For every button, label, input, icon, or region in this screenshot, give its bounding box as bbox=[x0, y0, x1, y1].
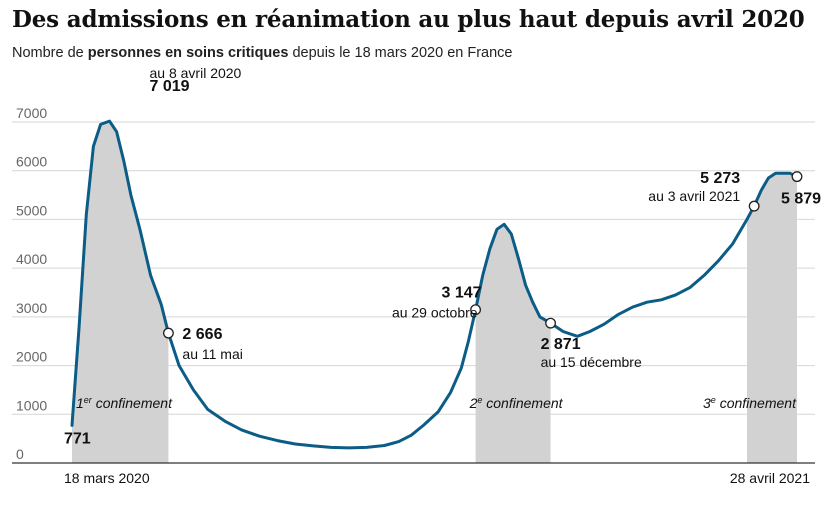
lockdown-band-1 bbox=[72, 121, 169, 463]
lockdown-label-3: 3e confinement bbox=[703, 395, 797, 411]
y-tick-label-2000: 2000 bbox=[16, 349, 47, 365]
annotation-value-peak-1: 7 019 bbox=[150, 78, 190, 95]
lockdown-ordinal: 1 bbox=[76, 395, 84, 411]
lockdown-ordinal-suffix: er bbox=[84, 395, 93, 405]
annotation-date-may-11: au 11 mai bbox=[182, 346, 242, 362]
annotation-value-dec-15: 2 871 bbox=[541, 336, 581, 353]
lockdown-ordinal: 2 bbox=[469, 395, 478, 411]
annotation-value-end: 5 879 bbox=[781, 191, 821, 208]
annotation-date-apr-3: au 3 avril 2021 bbox=[648, 188, 740, 204]
lockdown-band-3 bbox=[747, 173, 797, 463]
lockdown-band-2 bbox=[475, 224, 551, 463]
x-tick-label-0: 18 mars 2020 bbox=[64, 470, 150, 486]
annotation-date-oct-29: au 29 octobre bbox=[392, 305, 478, 321]
subtitle-emphasis: personnes en soins critiques bbox=[87, 45, 289, 61]
annotation-date-peak-1: au 8 avril 2020 bbox=[150, 65, 242, 81]
annotation-value-apr-3: 5 273 bbox=[700, 170, 740, 187]
chart-subtitle: Nombre de personnes en soins critiques d… bbox=[12, 45, 513, 61]
subtitle-prefix: Nombre de bbox=[12, 45, 88, 61]
marker-oct-29 bbox=[470, 304, 482, 316]
lockdown-ordinal-suffix: e bbox=[711, 395, 716, 405]
series-line bbox=[70, 119, 799, 450]
y-tick-label-4000: 4000 bbox=[16, 251, 47, 267]
marker-dec-15 bbox=[545, 317, 557, 329]
annotation-date-dec-15: au 15 décembre bbox=[541, 354, 642, 370]
subtitle-suffix: depuis le 18 mars 2020 en France bbox=[288, 45, 513, 61]
x-tick-label-1: 28 avril 2021 bbox=[730, 470, 810, 486]
marker-end bbox=[791, 171, 803, 183]
lockdown-label-2: 2e confinement bbox=[469, 395, 564, 411]
lockdown-ordinal-suffix: e bbox=[477, 395, 482, 405]
y-tick-label-6000: 6000 bbox=[16, 154, 47, 170]
lockdown-text: confinement bbox=[92, 395, 173, 411]
annotation-value-may-11: 2 666 bbox=[182, 326, 222, 343]
y-tick-label-0: 0 bbox=[16, 446, 24, 462]
y-tick-label-1000: 1000 bbox=[16, 397, 47, 413]
annotation-value-start: 771 bbox=[64, 430, 91, 447]
y-tick-label-7000: 7000 bbox=[16, 105, 47, 121]
marker-may-11 bbox=[162, 327, 174, 339]
chart-title: Des admissions en réanimation au plus ha… bbox=[12, 6, 805, 33]
lockdown-label-1: 1er confinement bbox=[76, 395, 173, 411]
y-tick-label-3000: 3000 bbox=[16, 300, 47, 316]
y-tick-label-5000: 5000 bbox=[16, 202, 47, 218]
lockdown-text: confinement bbox=[716, 395, 797, 411]
annotation-value-oct-29: 3 147 bbox=[442, 285, 482, 302]
lockdown-ordinal: 3 bbox=[703, 395, 711, 411]
lockdown-text: confinement bbox=[482, 395, 563, 411]
marker-apr-3 bbox=[748, 200, 760, 212]
